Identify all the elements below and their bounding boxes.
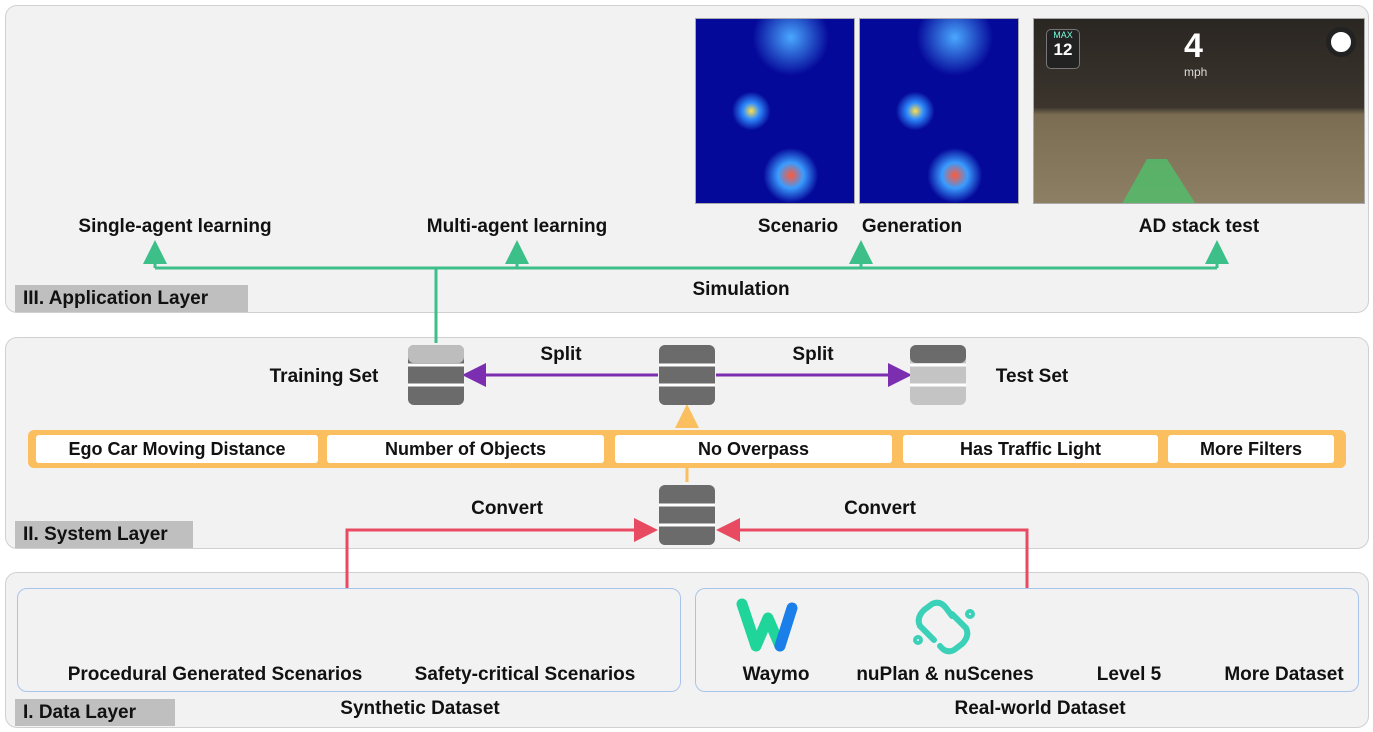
data-layer-label: I. Data Layer — [15, 699, 175, 726]
generation-label: Generation — [861, 216, 963, 237]
max-label: MAX — [1053, 30, 1073, 40]
filter-traffic-light: Has Traffic Light — [903, 435, 1158, 463]
training-set-label: Training Set — [269, 366, 379, 387]
split-right-label: Split — [792, 344, 834, 365]
test-set-label: Test Set — [995, 366, 1069, 387]
max-value: 12 — [1053, 40, 1073, 59]
more-dataset-label: More Dataset — [1224, 664, 1344, 685]
multi-agent-learning-label: Multi-agent learning — [426, 216, 608, 237]
raw-db-icon — [659, 485, 715, 545]
real-world-dataset-label: Real-world Dataset — [954, 698, 1126, 719]
single-agent-learning-label: Single-agent learning — [78, 216, 272, 237]
real-world-dataset-box — [695, 588, 1359, 692]
convert-right-arrow — [716, 518, 1029, 588]
nuplan-label: nuPlan & nuScenes — [856, 664, 1034, 685]
filter-no-overpass: No Overpass — [615, 435, 892, 463]
speed-value: 4 — [1184, 27, 1203, 65]
simulation-label: Simulation — [692, 279, 790, 300]
filter-bar: Ego Car Moving Distance Number of Object… — [28, 430, 1346, 468]
max-speed-badge: MAX 12 — [1046, 29, 1080, 69]
ad-stack-test-image: MAX 12 4 mph — [1033, 18, 1365, 204]
filter-ego-distance: Ego Car Moving Distance — [36, 435, 318, 463]
convert-left-label: Convert — [471, 498, 543, 519]
convert-left-arrow — [345, 518, 658, 588]
steering-wheel-icon — [1326, 27, 1356, 57]
safety-critical-label: Safety-critical Scenarios — [414, 664, 636, 685]
ad-stack-test-label: AD stack test — [1138, 216, 1260, 237]
training-db-icon — [408, 345, 464, 405]
data-layer — [5, 572, 1369, 728]
application-layer-label: III. Application Layer — [15, 285, 248, 312]
test-db-icon — [910, 345, 966, 405]
filter-more: More Filters — [1168, 435, 1334, 463]
system-layer-label: II. System Layer — [15, 521, 193, 548]
synthetic-dataset-box — [17, 588, 681, 692]
full-db-icon — [659, 345, 715, 405]
speed-unit: mph — [1184, 65, 1208, 79]
scenario-heatmap-image — [695, 18, 855, 204]
procedural-scenarios-label: Procedural Generated Scenarios — [67, 664, 363, 685]
database-icons — [408, 345, 966, 545]
waymo-label: Waymo — [742, 664, 810, 685]
waymo-logo — [736, 598, 798, 652]
split-left-label: Split — [540, 344, 582, 365]
nuplan-logo — [913, 599, 975, 655]
level5-label: Level 5 — [1096, 664, 1162, 685]
generation-heatmap-image — [859, 18, 1019, 204]
convert-right-label: Convert — [844, 498, 916, 519]
synthetic-dataset-label: Synthetic Dataset — [340, 698, 500, 719]
scenario-label: Scenario — [757, 216, 839, 237]
filter-number-objects: Number of Objects — [327, 435, 604, 463]
